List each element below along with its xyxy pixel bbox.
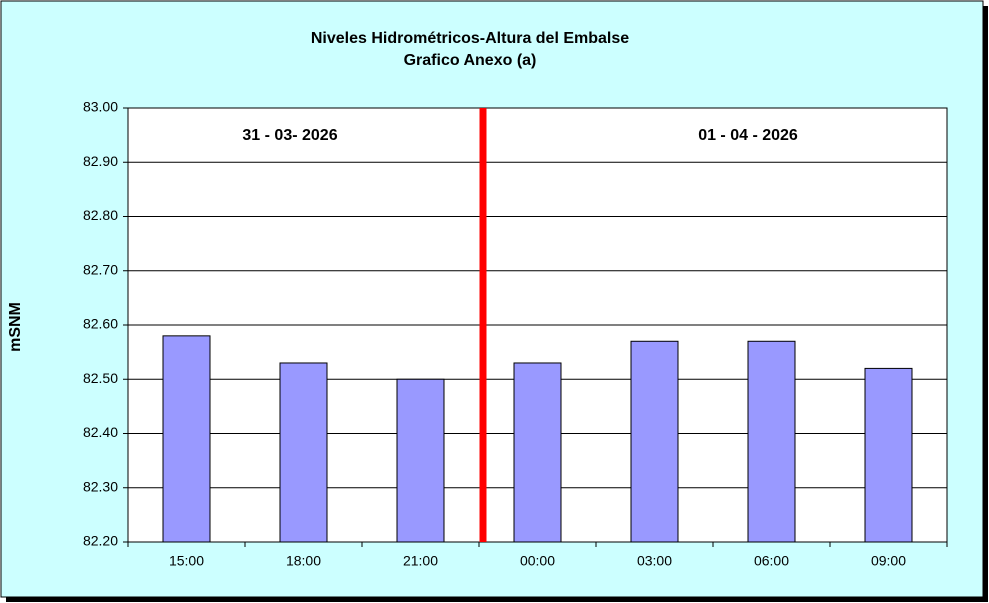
- bar: [864, 367, 913, 543]
- x-tick-label: 21:00: [403, 553, 438, 569]
- x-tick-label: 03:00: [637, 553, 672, 569]
- y-tick-label: 82.90: [83, 153, 118, 169]
- x-tick-label: 00:00: [520, 553, 555, 569]
- y-tick-label: 82.80: [83, 207, 118, 223]
- bar: [747, 340, 796, 543]
- chart-title: Niveles Hidrométricos-Altura del Embalse: [311, 30, 629, 47]
- bar: [279, 362, 328, 543]
- bar: [396, 378, 445, 543]
- y-tick-label: 82.30: [83, 478, 118, 494]
- bar: [513, 362, 562, 543]
- y-tick-label: 82.40: [83, 424, 118, 440]
- y-axis-label: mSNM: [7, 302, 24, 352]
- date-annotation: 31 - 03- 2026: [242, 127, 337, 144]
- x-tick-label: 09:00: [871, 553, 906, 569]
- y-tick-label: 82.20: [83, 533, 118, 549]
- y-tick-label: 82.50: [83, 370, 118, 386]
- chart-subtitle: Grafico Anexo (a): [404, 52, 537, 69]
- y-tick-label: 83.00: [83, 99, 118, 115]
- bar: [162, 335, 211, 543]
- x-tick-label: 06:00: [754, 553, 789, 569]
- x-tick-label: 15:00: [169, 553, 204, 569]
- bar: [630, 340, 679, 543]
- date-annotation: 01 - 04 - 2026: [698, 127, 798, 144]
- y-tick-label: 82.60: [83, 316, 118, 332]
- y-tick-label: 82.70: [83, 261, 118, 277]
- x-tick-label: 18:00: [286, 553, 321, 569]
